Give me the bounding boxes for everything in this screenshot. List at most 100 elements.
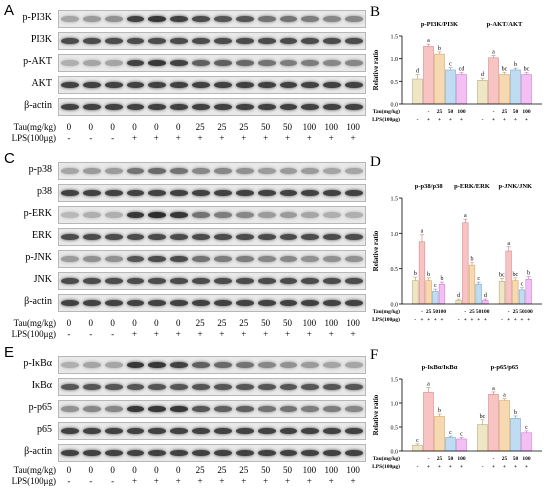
blot-band <box>257 38 276 44</box>
lps-value: + <box>241 476 247 486</box>
tau-label: Tau(mg/kg) <box>13 318 56 328</box>
blot-band <box>323 168 342 174</box>
tau-label: Tau(mg/kg) <box>373 455 400 462</box>
blot-band <box>104 362 123 368</box>
blot-band <box>235 60 254 66</box>
blot-band <box>170 234 189 240</box>
significance-letter: a <box>464 213 467 219</box>
tau-value: 0 <box>88 465 94 475</box>
bar <box>425 280 432 305</box>
lps-value: + <box>197 476 203 486</box>
y-tick-label: 0.5 <box>391 267 399 273</box>
tau-value: 25 <box>437 109 443 115</box>
blot-strip <box>58 98 366 116</box>
blot-band <box>148 428 167 434</box>
blot-band <box>82 212 101 218</box>
blot-band <box>235 82 254 88</box>
blot-band <box>301 428 320 434</box>
bar <box>505 250 512 305</box>
blot-strip <box>58 400 366 418</box>
significance-letter: a <box>492 49 495 55</box>
blot-band <box>323 406 342 412</box>
blot-band <box>235 450 254 456</box>
lps-value: + <box>503 464 506 470</box>
tau-value: 0 <box>132 465 137 475</box>
significance-letter: a <box>427 382 430 388</box>
blot-band <box>235 300 254 306</box>
blot-band <box>82 82 101 88</box>
blot-band <box>235 168 254 174</box>
blot-label: p-IκBα <box>23 358 52 369</box>
lps-value: + <box>219 329 225 339</box>
tau-value: 100 <box>346 122 360 132</box>
blot-band <box>235 428 254 434</box>
lps-value: + <box>131 133 138 143</box>
lps-value: - <box>458 317 460 323</box>
lps-value: + <box>464 317 467 323</box>
blot-band <box>126 212 145 218</box>
blot-band <box>257 104 276 110</box>
blot-band <box>257 362 276 368</box>
blot-band <box>257 60 276 66</box>
lps-value: + <box>131 329 138 339</box>
tau-value: 0 <box>154 122 159 132</box>
blot-band <box>192 168 210 174</box>
blot-band <box>214 300 232 306</box>
blot-label: β-actin <box>24 446 52 457</box>
bar <box>432 290 439 305</box>
bar <box>499 400 510 452</box>
tau-value: 50 <box>283 465 292 475</box>
bar-chart: B 0.0 0.5 1.0 1.5 Relative ratio p-PI3K/PI3K d -… <box>370 4 542 123</box>
significance-letter: a <box>492 386 495 392</box>
blot-strip <box>58 76 366 94</box>
blot-band <box>301 82 320 88</box>
significance-letter: d <box>481 72 484 78</box>
significance-letter: bc <box>512 272 518 278</box>
bar <box>512 280 519 305</box>
blot-band <box>61 406 79 412</box>
bar <box>488 57 499 105</box>
blot-band <box>345 38 363 44</box>
bar <box>488 394 499 452</box>
group-title: p-PI3K/PI3K <box>421 21 458 28</box>
group-title: p-p38/p38 <box>415 183 444 190</box>
blot-band <box>192 104 210 110</box>
bar <box>434 416 445 452</box>
lps-value: + <box>427 117 430 123</box>
blot-band <box>345 256 363 262</box>
blot-band <box>192 362 210 368</box>
blot-band <box>323 212 342 218</box>
group-title: p-p65/p65 <box>491 364 520 371</box>
blot-band <box>279 38 298 44</box>
lps-value: - <box>111 133 115 143</box>
blot-band <box>104 168 123 174</box>
significance-letter: c <box>434 283 437 289</box>
lps-value: + <box>460 117 463 123</box>
lps-value: + <box>306 476 312 486</box>
bar <box>477 80 488 105</box>
bar <box>482 300 489 305</box>
blot-band <box>279 190 298 196</box>
blot-band <box>126 168 145 174</box>
blot-band <box>126 82 145 88</box>
blot-band <box>82 406 101 412</box>
blot-band <box>61 278 79 284</box>
blot-band <box>323 428 342 434</box>
tau-label: Tau(mg/kg) <box>13 465 56 475</box>
blot-label: β-actin <box>24 296 52 307</box>
bar <box>499 74 510 105</box>
blot-band <box>214 406 232 412</box>
significance-letter: c <box>460 432 463 438</box>
blot-band <box>235 212 254 218</box>
blot-label: p38 <box>37 186 52 197</box>
blot-band <box>61 384 79 390</box>
tau-value: 0 <box>110 318 115 328</box>
blot-band <box>104 300 123 306</box>
lps-value: + <box>484 317 487 323</box>
tau-value: 50 <box>476 309 482 315</box>
blot-band <box>170 278 189 284</box>
tau-value: 100 <box>522 456 531 462</box>
blot-band <box>235 384 254 390</box>
bar <box>456 438 467 452</box>
blot-band <box>214 234 232 240</box>
